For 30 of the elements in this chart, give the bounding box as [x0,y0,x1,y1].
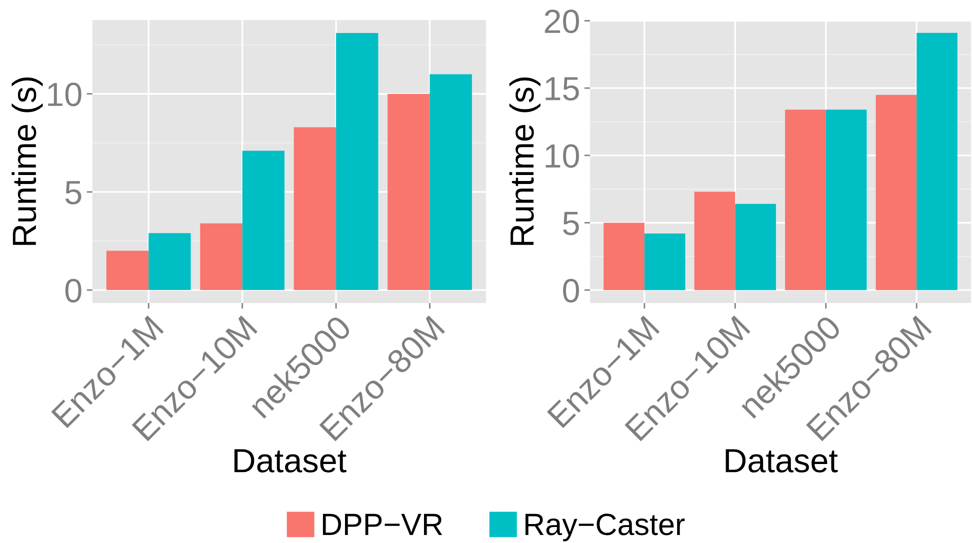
bar [826,110,867,290]
y-tick-label: 15 [546,77,579,100]
bar [294,127,336,290]
y-tick-label: 5 [65,181,82,204]
bar [916,32,958,290]
legend-label: DPP−VR [322,514,442,535]
bar [200,223,242,290]
bar [644,234,686,290]
y-tick-label: 5 [563,212,579,236]
bar [735,204,776,290]
y-tick-label: 0 [65,278,82,302]
x-axis-title: Dataset [726,449,838,473]
bar [694,192,736,290]
bar [430,74,472,290]
y-axis-title: Runtime (s) [509,77,540,245]
bar [785,110,826,290]
y-tick-label: 0 [563,278,579,302]
y-tick-label: 20 [544,10,579,34]
bar [604,222,644,290]
bar [106,250,149,290]
legend-label: Ray−Caster [526,514,685,542]
y-tick-label: 10 [48,82,82,106]
y-axis-title: Runtime (s) [12,77,43,245]
y-tick-label: 10 [546,144,579,168]
bar [336,33,378,290]
bar [148,233,191,290]
x-axis-title: Dataset [234,449,346,473]
bar [242,150,284,290]
bar [876,94,917,290]
bar [388,94,430,290]
